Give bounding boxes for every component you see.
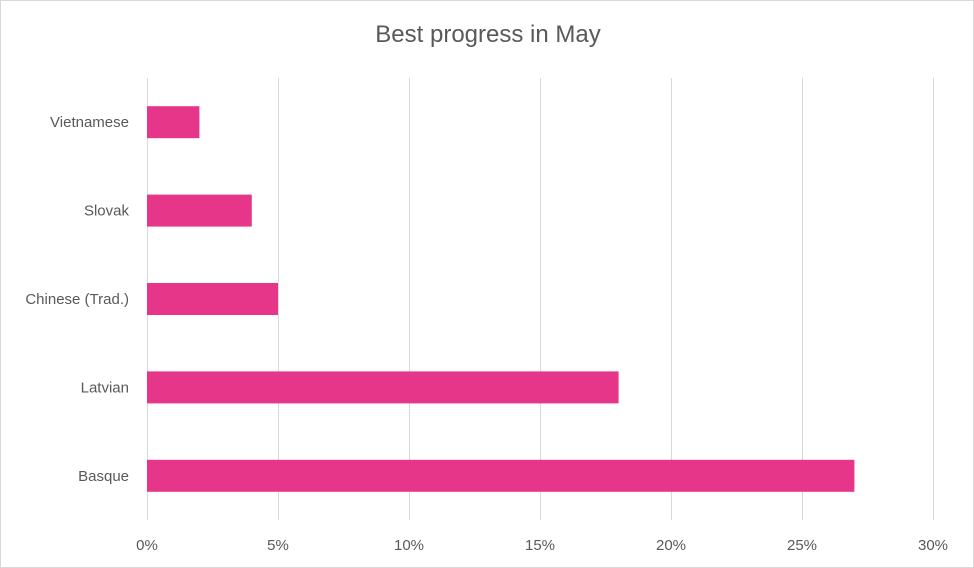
x-tick-label: 15% <box>525 537 555 554</box>
bar <box>147 371 619 404</box>
chart-title: Best progress in May <box>375 21 601 48</box>
category-label: Latvian <box>81 379 129 396</box>
x-tick-label: 10% <box>394 537 424 554</box>
category-label: Slovak <box>84 203 130 220</box>
category-label: Vietnamese <box>50 114 129 131</box>
x-tick-label: 30% <box>918 537 948 554</box>
category-label: Chinese (Trad.) <box>25 291 129 308</box>
x-tick-label: 20% <box>656 537 686 554</box>
bar <box>147 106 200 139</box>
bar <box>147 283 278 315</box>
x-tick-label: 5% <box>267 537 289 554</box>
category-label: Basque <box>78 468 129 485</box>
x-tick-label: 0% <box>136 537 158 554</box>
x-tick-label: 25% <box>787 537 817 554</box>
bar <box>147 459 855 492</box>
bar <box>147 194 252 227</box>
